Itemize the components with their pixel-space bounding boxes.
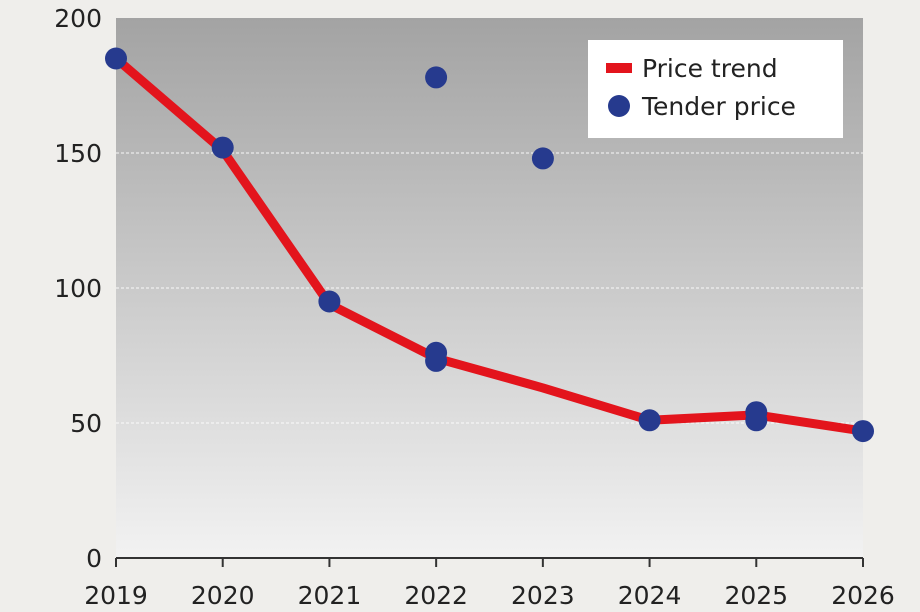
grid-lines bbox=[116, 152, 863, 424]
series bbox=[105, 47, 874, 443]
tender-price-point bbox=[745, 409, 768, 432]
legend: Price trend Tender price bbox=[588, 40, 843, 138]
y-tick-label: 200 bbox=[54, 4, 102, 33]
x-tick-label: 2021 bbox=[298, 581, 362, 610]
tender-price-point bbox=[852, 420, 874, 443]
x-tick-label: 2023 bbox=[511, 581, 575, 610]
legend-swatch-price-trend bbox=[606, 63, 632, 73]
y-tick-label: 50 bbox=[70, 409, 102, 438]
x-tick-label: 2020 bbox=[191, 581, 255, 610]
tender-price-point bbox=[105, 47, 127, 70]
legend-label-tender-price: Tender price bbox=[641, 92, 796, 121]
tender-price-point bbox=[425, 66, 448, 89]
x-tick-label: 2026 bbox=[831, 581, 895, 610]
x-tick-label: 2022 bbox=[404, 581, 468, 610]
legend-label-price-trend: Price trend bbox=[642, 54, 778, 83]
y-tick-label: 0 bbox=[86, 544, 102, 573]
tender-price-point bbox=[318, 290, 341, 313]
legend-box bbox=[588, 40, 843, 138]
legend-marker-tender-price bbox=[608, 95, 630, 117]
x-tick-label: 2025 bbox=[724, 581, 788, 610]
x-tick-label: 2024 bbox=[618, 581, 682, 610]
tender-price-point bbox=[211, 136, 234, 159]
tender-price-point bbox=[425, 349, 448, 372]
tender-price-point bbox=[638, 409, 661, 432]
y-tick-label: 100 bbox=[54, 274, 102, 303]
axes: 0 50 100 150 200 2019 2020 2021 2022 2023 2024 2025… bbox=[54, 4, 895, 610]
price-trend-line bbox=[111, 54, 868, 436]
tender-price-point bbox=[531, 147, 554, 170]
x-tick-label: 2019 bbox=[84, 581, 148, 610]
y-tick-label: 150 bbox=[54, 139, 102, 168]
